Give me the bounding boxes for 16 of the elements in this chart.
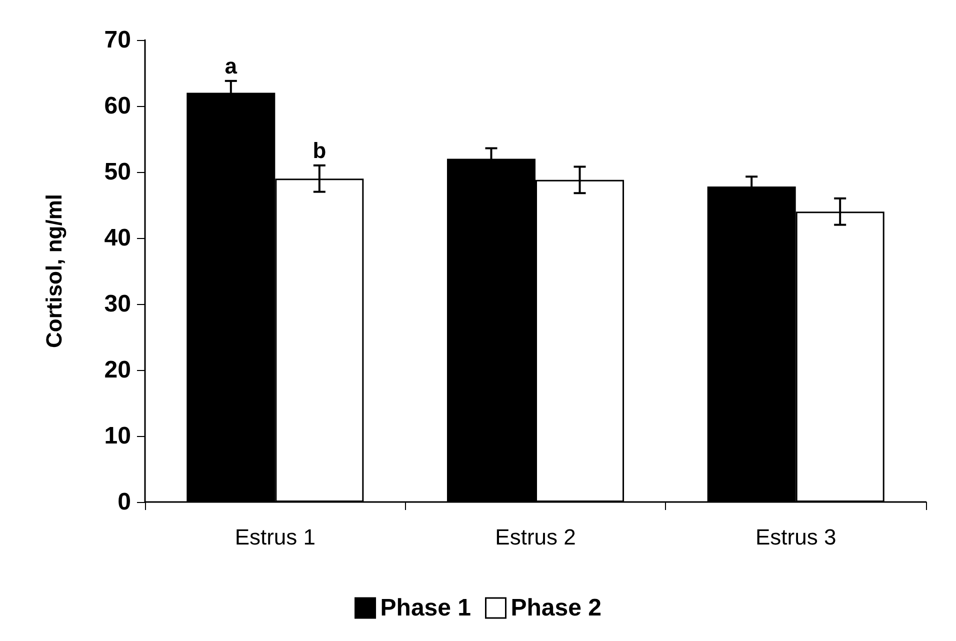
annotation: a xyxy=(224,53,238,78)
y-tick-label: 60 xyxy=(104,92,131,120)
legend-label: Phase 2 xyxy=(510,594,602,622)
y-tick-label: 10 xyxy=(104,422,131,450)
y-tick-label: 40 xyxy=(104,224,131,252)
y-tick-label: 30 xyxy=(104,290,131,318)
x-tick-label: Estrus 2 xyxy=(495,524,576,550)
x-tick-label: Estrus 1 xyxy=(234,524,316,550)
y-tick-label: 20 xyxy=(104,356,131,384)
annotation: b xyxy=(312,138,326,163)
y-tick-label: 70 xyxy=(104,26,131,54)
x-tick-label: Estrus 3 xyxy=(755,524,836,550)
y-axis-title: Cortisol, ng/ml xyxy=(42,194,66,348)
y-tick-label: 50 xyxy=(104,158,131,186)
legend-label: Phase 1 xyxy=(380,594,472,622)
y-tick-label: 0 xyxy=(118,488,131,516)
